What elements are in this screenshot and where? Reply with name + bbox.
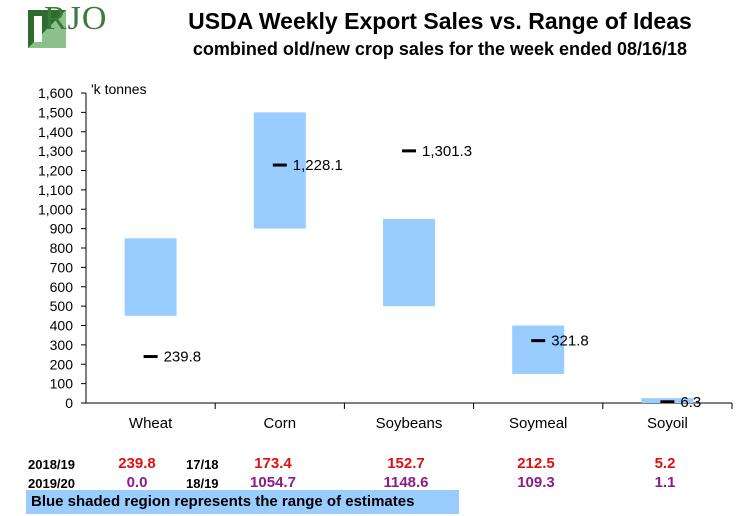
y-tick-label: 700 — [50, 259, 74, 275]
chart-title: USDA Weekly Export Sales vs. Range of Id… — [188, 8, 692, 34]
y-tick-label: 1,500 — [38, 104, 73, 120]
chart-subtitle: combined old/new crop sales for the week… — [192, 39, 688, 59]
range-bar-soybeans — [383, 218, 435, 307]
y-tick-label: 800 — [50, 240, 74, 256]
y-tick-label: 400 — [50, 318, 74, 334]
y-tick-label: 100 — [50, 376, 74, 392]
y-tick-label: 500 — [50, 298, 74, 314]
category-label-wheat: Wheat — [129, 415, 173, 432]
row1-soybeans-value: 152.7 — [387, 455, 425, 472]
category-label-soybeans: Soybeans — [376, 415, 443, 432]
rjo-logo — [28, 10, 66, 48]
row1-corn-value: 173.4 — [254, 455, 292, 472]
range-note: Blue shaded region represents the range … — [26, 490, 459, 514]
row2-soymeal-value: 109.3 — [517, 474, 555, 491]
row2-corn-value: 1054.7 — [250, 474, 296, 491]
category-label-soyoil: Soyoil — [647, 415, 688, 432]
y-tick-label: 1,100 — [38, 182, 73, 198]
logo-text: RJO — [44, 0, 108, 37]
y-tick-label: 900 — [50, 221, 74, 237]
y-axis-label: 'k tonnes — [91, 81, 147, 97]
rjo-logo-mark — [28, 10, 66, 48]
row2-crop-year-tag: 18/19 — [186, 476, 219, 491]
range-bar-wheat — [124, 238, 177, 316]
y-tick-label: 600 — [50, 279, 74, 295]
row2-soyoil-value: 1.1 — [654, 474, 676, 491]
range-chart: 0 100 200 300 400 500 600 700 800 900 1,000 1,100 1,… — [38, 81, 733, 432]
y-tick-label: 1,400 — [38, 124, 73, 140]
row2-wheat-value: 0.0 — [126, 474, 148, 491]
row1-wheat-value: 239.8 — [118, 455, 156, 472]
range-bar-corn — [253, 112, 306, 229]
category-label-soymeal: Soymeal — [509, 415, 567, 432]
row1-soyoil-value: 5.2 — [654, 455, 676, 472]
row1-soymeal-value: 212.5 — [517, 455, 555, 472]
y-tick-label: 1,200 — [38, 163, 73, 179]
y-tick-label: 300 — [50, 337, 74, 353]
actual-label-soyoil: 6.3 — [680, 394, 701, 411]
row1-crop-year-tag: 17/18 — [186, 457, 219, 472]
row1-year-label: 2018/19 — [28, 457, 75, 472]
actual-label-soybeans: 1,301.3 — [422, 143, 472, 160]
actual-label-soymeal: 321.8 — [551, 333, 589, 350]
actual-label-wheat: 239.8 — [164, 349, 202, 366]
range-bar-soymeal — [512, 325, 565, 374]
actual-label-corn: 1,228.1 — [293, 157, 343, 174]
row2-soybeans-value: 1148.6 — [383, 474, 429, 491]
y-tick-label: 1,000 — [38, 201, 73, 217]
y-tick-label: 200 — [50, 356, 74, 372]
row2-year-label: 2019/20 — [28, 476, 75, 491]
y-tick-label: 1,600 — [38, 85, 73, 101]
y-tick-label: 0 — [65, 395, 73, 411]
category-label-corn: Corn — [264, 415, 297, 432]
y-tick-label: 1,300 — [38, 143, 73, 159]
